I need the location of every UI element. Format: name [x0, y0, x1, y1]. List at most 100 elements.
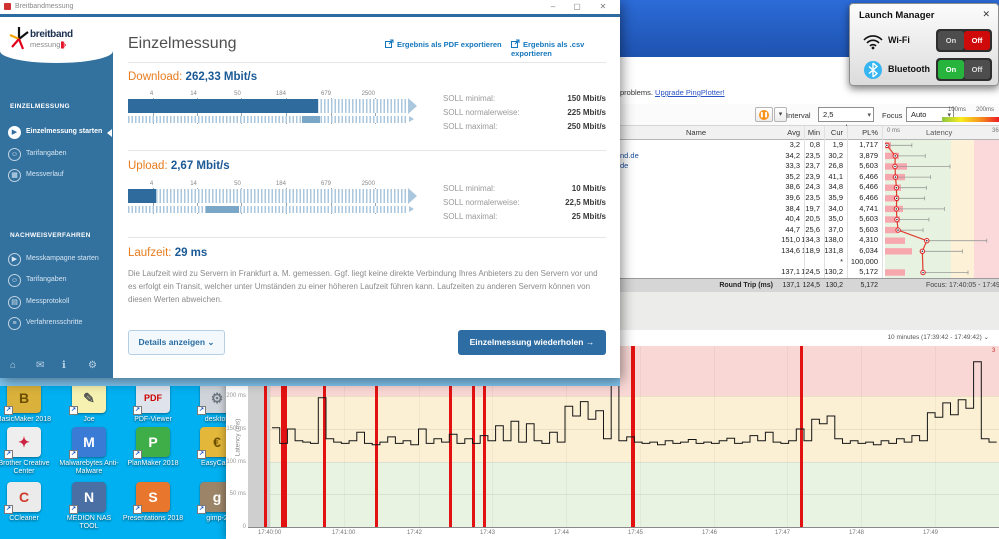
table-row[interactable]: de 33,3 23,7 26,8 5,603 — [226, 161, 999, 172]
desktop-icon-malwarebytes-anti-malware[interactable]: M ↗ Malwarebytes Anti-Malware — [57, 427, 121, 476]
bluetooth-on-option[interactable]: On — [938, 60, 964, 79]
graph-zone — [248, 462, 999, 527]
sidebar-item-einzelmessung-starten[interactable]: ▶ Einzelmessung starten — [6, 125, 113, 141]
sidebar-item-verfahrensschritte[interactable]: ≡ Verfahrensschritte — [6, 316, 113, 332]
desktop-icon-medion-nas-tool[interactable]: N ↗ MEDION NAS TOOL — [57, 482, 121, 531]
table-row[interactable]: 40,4 20,5 35,0 5,603 — [226, 214, 999, 225]
gauge-subbar — [128, 116, 414, 123]
breitbandmessung-window: Breitbandmessung – ▢ ✕ breitband — [0, 0, 620, 378]
app-icon — [4, 3, 11, 10]
packet-loss-bar — [631, 346, 635, 527]
graph-ylabel: Latency (ms) — [234, 418, 242, 457]
info-icon[interactable]: ℹ — [62, 360, 66, 371]
legend-100ms: 100ms — [948, 107, 967, 113]
gauge-tick-label: 50 — [234, 181, 241, 187]
bluetooth-label: Bluetooth — [888, 64, 930, 74]
cell-avg: 35,2 — [785, 171, 800, 181]
table-row[interactable]: 38,6 24,3 34,8 6,466 — [226, 182, 999, 193]
sidebar-item-tarifangaben[interactable]: ☺ Tarifangaben — [6, 273, 113, 289]
pause-button[interactable]: ❚❚ — [755, 107, 773, 122]
sidebar-item-tarifangaben[interactable]: ☺ Tarifangaben — [6, 147, 113, 163]
cell-pl: 6,466 — [859, 182, 878, 192]
export-pdf-button[interactable]: Ergebnis als PDF exportieren — [385, 39, 502, 49]
table-row[interactable]: nd.de 34,2 23,5 30,2 3,879 — [226, 151, 999, 162]
focus-label: Focus — [882, 111, 903, 120]
sidebar-section-header: NACHWEISVERFAHREN — [10, 232, 91, 239]
round-trip-avg: 137,1 — [782, 282, 800, 289]
cell-min: 134,3 — [801, 235, 820, 245]
gauge-tick-label: 50 — [234, 91, 241, 97]
table-row[interactable]: 38,4 19,7 34,0 4,741 — [226, 204, 999, 215]
desktop-icon-presentations-2018[interactable]: S ↗ Presentations 2018 — [121, 482, 185, 523]
launch-manager-close-icon[interactable]: ✕ — [982, 9, 990, 19]
minimize-button[interactable]: – — [550, 2, 556, 11]
interval-select[interactable]: 2,5 seconds — [818, 107, 874, 132]
table-row[interactable]: 3,2 0,8 1,9 1,717 — [226, 140, 999, 151]
cell-cur: 35,9 — [828, 193, 843, 202]
home-icon[interactable]: ⌂ — [10, 360, 17, 371]
desktop-icon-label: Malwarebytes Anti-Malware — [59, 460, 119, 475]
pause-dropdown-button[interactable]: ▾ — [774, 107, 787, 122]
desktop-icon-label: EasyCash — [201, 460, 233, 467]
desktop-icon-basicmaker-2018[interactable]: B ↗ BasicMaker 2018 — [0, 383, 56, 424]
soll-row: SOLL maximal: 25 Mbit/s — [443, 212, 606, 221]
export-csv-button[interactable]: Ergebnis als .csv exportieren — [511, 39, 585, 58]
wifi-on-option[interactable]: On — [938, 31, 964, 50]
desktop-icon-ccleaner[interactable]: C ↗ CCleaner — [0, 482, 56, 523]
desktop-icon-joe[interactable]: ✎ ↗ Joe — [57, 383, 121, 424]
packet-loss-bar — [264, 346, 267, 527]
app-icon: B ↗ — [4, 383, 41, 415]
desktop-icon-label: BasicMaker 2018 — [0, 416, 52, 423]
logo-text-2: messung|||› — [30, 40, 66, 49]
bluetooth-off-option[interactable]: Off — [964, 60, 990, 79]
table-row[interactable]: 134,6 118,9 131,8 6,034 — [226, 246, 999, 257]
table-row[interactable]: 35,2 23,9 41,1 6,466 — [226, 172, 999, 183]
soll-row: SOLL normalerweise: 22,5 Mbit/s — [443, 198, 606, 207]
hop-name: de — [620, 161, 629, 171]
cell-pl: 100,000 — [850, 256, 878, 266]
cell-avg: 3,2 — [789, 140, 800, 149]
shortcut-arrow-icon: ↗ — [69, 505, 78, 514]
sidebar-item-messprotokoll[interactable]: ▤ Messprotokoll — [6, 295, 113, 311]
shortcut-arrow-icon: ↗ — [4, 406, 13, 415]
x-gridline — [787, 346, 788, 527]
grid-icon: ▦ — [8, 169, 21, 182]
desktop-icon-planmaker-2018[interactable]: P ↗ PlanMaker 2018 — [121, 427, 185, 468]
active-item-notch — [107, 129, 112, 137]
timeline-range-selector[interactable]: 10 minutes (17:39:42 - 17:49:42) ⌄ — [887, 334, 989, 341]
wifi-off-option[interactable]: Off — [964, 31, 990, 50]
x-axis — [248, 527, 999, 528]
gauge-soll-range — [301, 116, 320, 123]
gauge-tick-label: 679 — [320, 91, 331, 97]
laufzeit-heading: Laufzeit: 29 ms — [128, 247, 208, 259]
upgrade-pingplotter-link[interactable]: Upgrade PingPlotter! — [655, 88, 725, 97]
table-row[interactable]: 151,0 134,3 138,0 4,310 — [226, 235, 999, 246]
table-row[interactable]: 44,7 25,6 37,0 5,603 — [226, 225, 999, 236]
sidebar-item-messverlauf[interactable]: ▦ Messverlauf — [6, 168, 113, 184]
gear-icon[interactable]: ⚙ — [88, 360, 97, 371]
table-row[interactable]: 137,1 124,5 130,2 5,172 — [226, 267, 999, 278]
sidebar-item-messkampagne-starten[interactable]: ▶ Messkampagne starten — [6, 252, 113, 268]
cell-min: 23,5 — [805, 193, 820, 202]
bluetooth-toggle[interactable]: On Off — [936, 58, 992, 81]
soll-label: SOLL maximal: — [443, 212, 498, 221]
page-title: Einzelmessung — [128, 35, 237, 52]
close-button[interactable]: ✕ — [599, 2, 607, 11]
wifi-toggle[interactable]: On Off — [936, 29, 992, 52]
desktop-icon-pdf-viewer[interactable]: PDF ↗ PDF-Viewer — [121, 383, 185, 424]
upgrade-line: problems. Upgrade PingPlotter! — [620, 88, 725, 97]
hop-name: nd.de — [620, 150, 639, 160]
download-heading: Download: 262,33 Mbit/s — [128, 71, 258, 83]
chat-icon[interactable]: ✉ — [36, 360, 45, 371]
repeat-measurement-button[interactable]: Einzelmessung wiederholen → — [458, 330, 606, 355]
maximize-button[interactable]: ▢ — [573, 2, 581, 11]
desktop-icon-brother-creative-center[interactable]: ✦ ↗ Brother Creative Center — [0, 427, 56, 476]
details-button[interactable]: Details anzeigen ⌄ — [128, 330, 225, 355]
breitband-logo-icon — [9, 27, 29, 50]
y-axis-label: 0 — [242, 524, 246, 530]
titlebar[interactable]: Breitbandmessung – ▢ ✕ — [0, 0, 620, 14]
table-row[interactable]: 39,6 23,5 35,9 6,466 — [226, 193, 999, 204]
upload-soll: SOLL minimal: 10 Mbit/s SOLL normalerweise… — [443, 184, 606, 226]
round-trip-pl: 5,172 — [860, 282, 878, 289]
table-row[interactable]: * 100,000 — [226, 257, 999, 268]
